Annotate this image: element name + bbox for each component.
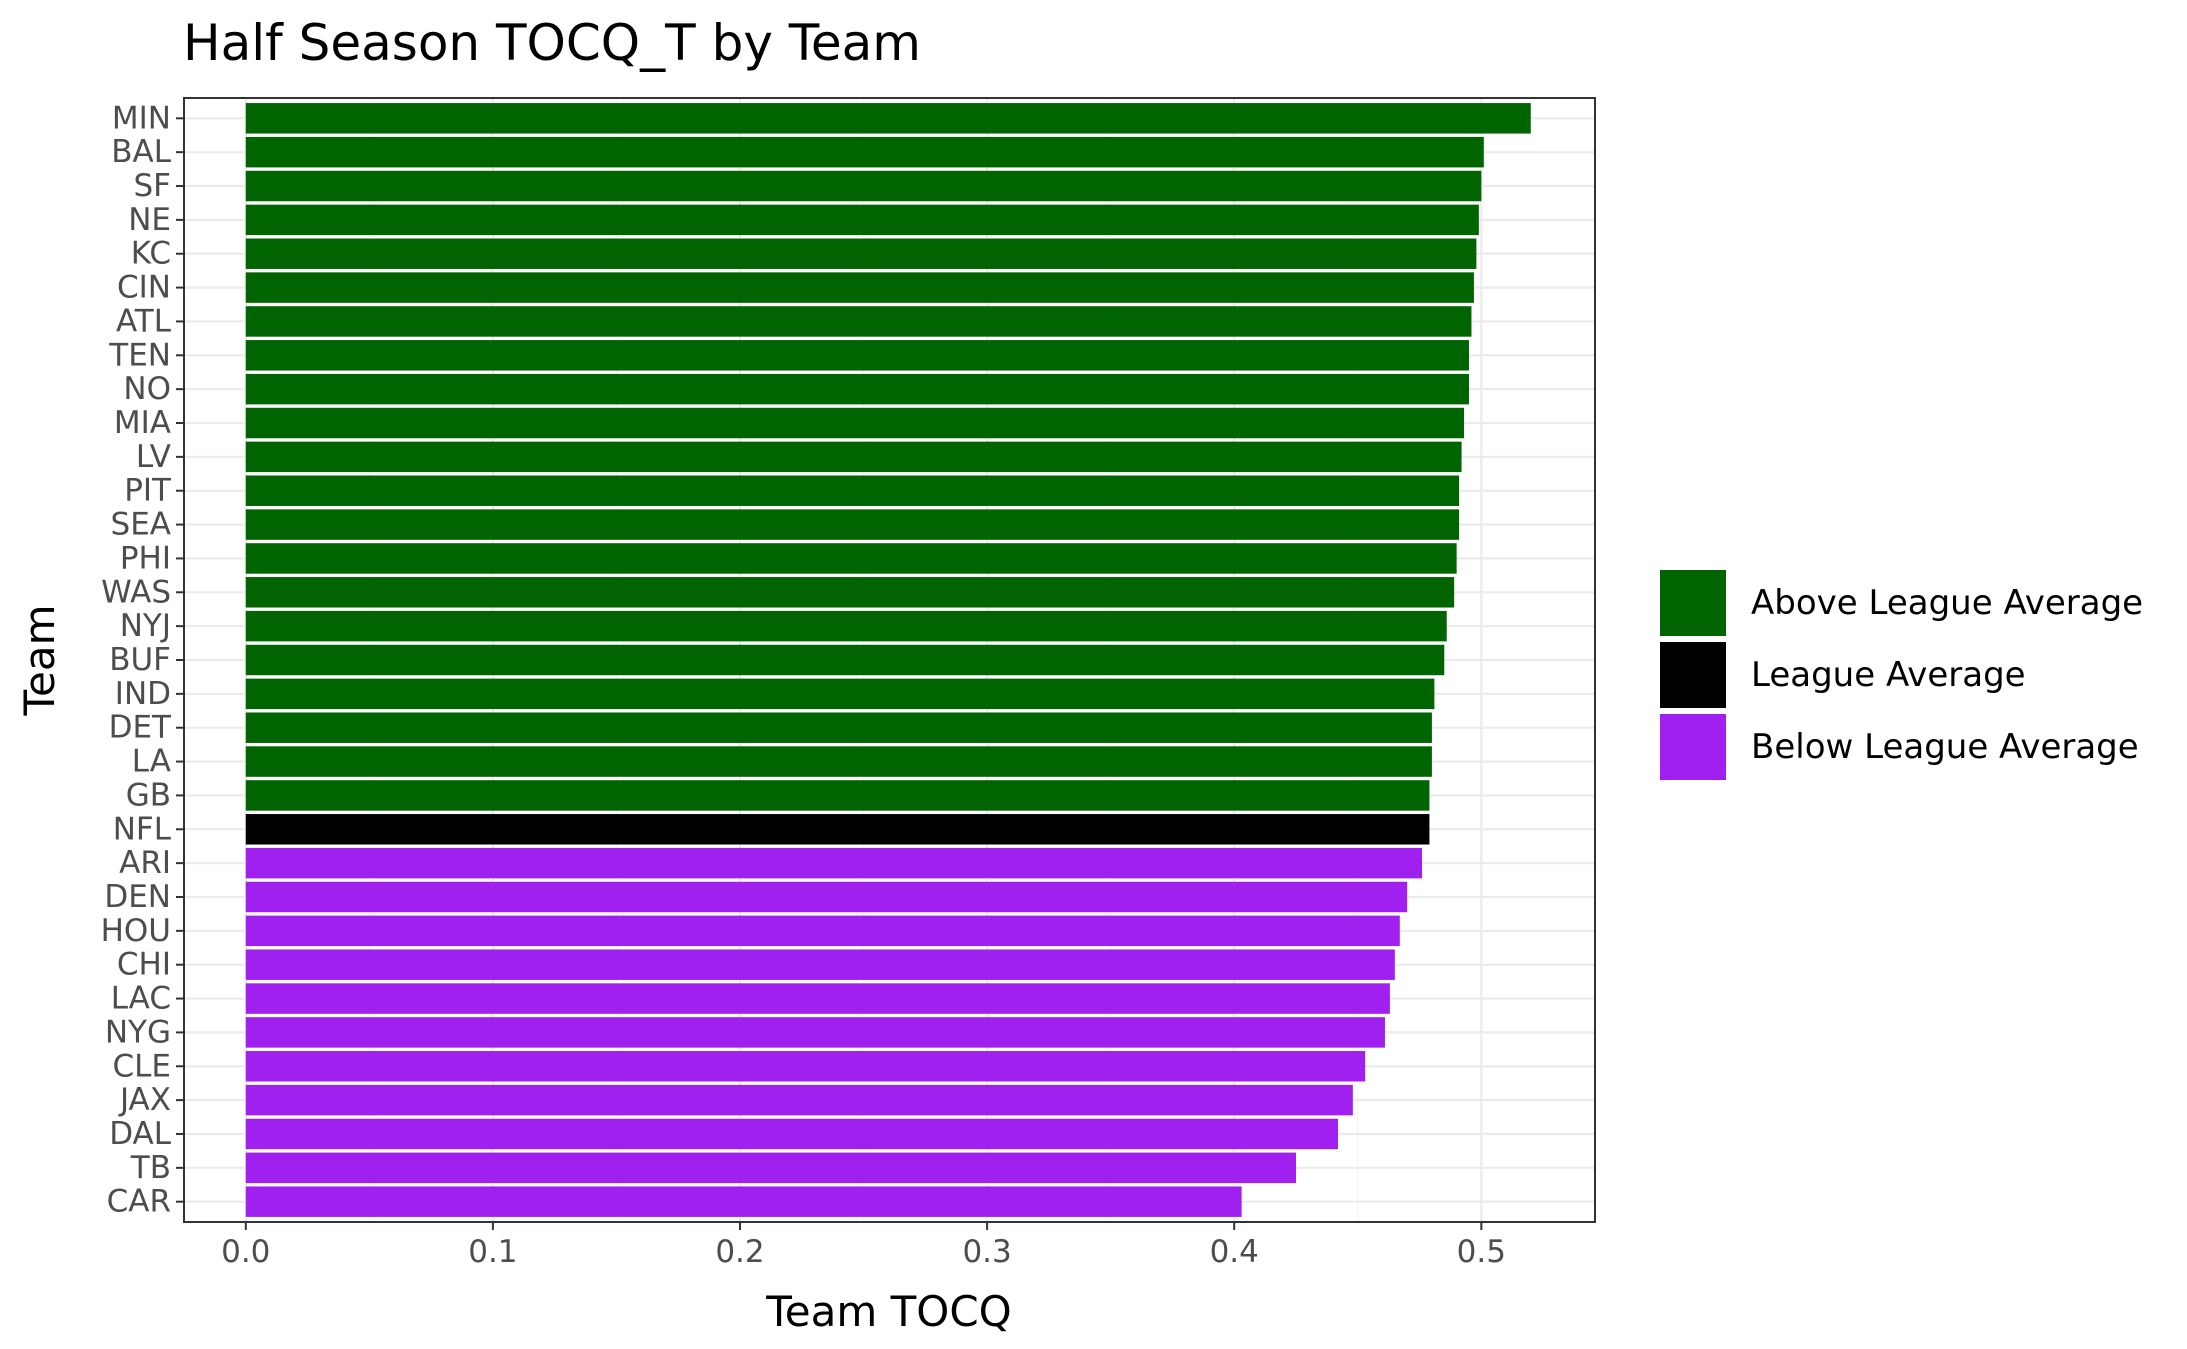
bar-buf: [245, 644, 1445, 676]
x-axis-title: Team TOCQ: [765, 1287, 1011, 1336]
y-tick-label: JAX: [118, 1082, 171, 1118]
y-tick-label: NFL: [113, 811, 172, 847]
bar-was: [245, 577, 1455, 608]
bar-phi: [245, 543, 1457, 574]
legend-label: League Average: [1751, 655, 2026, 695]
y-axis: MINBALSFNEKCCINATLTENNOMIALVPITSEAPHIWAS…: [101, 100, 184, 1220]
legend-key: [1660, 714, 1726, 780]
y-tick-label: ATL: [116, 303, 172, 339]
y-tick-label: SF: [133, 168, 171, 204]
y-tick-label: CLE: [112, 1048, 171, 1084]
y-tick-label: NYG: [105, 1014, 171, 1050]
x-tick-label: 0.5: [1457, 1234, 1506, 1270]
y-tick-label: HOU: [101, 913, 171, 949]
bar-jax: [245, 1084, 1353, 1116]
bar-tb: [245, 1152, 1296, 1184]
bar-nyj: [245, 610, 1447, 642]
x-axis: 0.0 0.1 0.2 0.3 0.4 0.5: [221, 1222, 1506, 1270]
plot-panel: [183, 97, 1596, 1223]
bar-nyg: [245, 1017, 1385, 1048]
x-tick-label: 0.3: [962, 1234, 1011, 1270]
bar-lv: [245, 441, 1462, 473]
bars: [245, 103, 1531, 1217]
legend-key: [1660, 642, 1726, 708]
legend-key: [1660, 570, 1726, 636]
legend-item: League Average: [1660, 642, 2026, 708]
x-tick-label: 0.1: [468, 1234, 517, 1270]
bar-la: [245, 746, 1432, 777]
bar-car: [245, 1186, 1242, 1217]
bar-hou: [245, 915, 1400, 947]
y-tick-label: CHI: [117, 947, 171, 983]
y-tick-label: NO: [123, 371, 171, 407]
bar-pit: [245, 475, 1460, 506]
y-tick-label: DAL: [109, 1116, 172, 1152]
y-tick-label: GB: [126, 777, 171, 813]
legend-item: Above League Average: [1660, 570, 2143, 636]
y-tick-label: IND: [115, 676, 171, 712]
x-tick-label: 0.4: [1210, 1234, 1259, 1270]
bar-nfl: [245, 814, 1430, 845]
bar-den: [245, 881, 1408, 913]
bar-det: [245, 712, 1432, 743]
y-tick-label: MIA: [114, 405, 171, 441]
y-tick-label: DET: [109, 710, 172, 746]
bar-gb: [245, 780, 1430, 811]
chart-title: Half Season TOCQ_T by Team: [183, 14, 921, 72]
y-tick-label: DEN: [104, 879, 171, 915]
bar-cin: [245, 272, 1474, 303]
y-tick-label: ARI: [119, 845, 171, 881]
bar-lac: [245, 983, 1390, 1014]
y-tick-label: TEN: [108, 337, 171, 373]
legend-item: Below League Average: [1660, 714, 2139, 780]
y-tick-label: PIT: [124, 473, 172, 509]
bar-kc: [245, 238, 1477, 269]
legend-label: Below League Average: [1751, 727, 2139, 767]
bar-min: [245, 103, 1531, 134]
bar-sf: [245, 170, 1482, 202]
bar-ari: [245, 847, 1423, 879]
bar-dal: [245, 1118, 1339, 1150]
bar-sea: [245, 509, 1460, 540]
legend: Above League Average League Average Below …: [1660, 570, 2143, 780]
y-tick-label: WAS: [101, 574, 171, 610]
legend-label: Above League Average: [1751, 583, 2143, 623]
y-tick-label: SEA: [111, 507, 171, 543]
y-tick-label: NE: [128, 202, 171, 238]
y-tick-label: TB: [130, 1150, 171, 1186]
y-tick-label: LA: [132, 744, 171, 780]
y-tick-label: CAR: [107, 1184, 171, 1220]
bar-cle: [245, 1051, 1366, 1082]
bar-chi: [245, 949, 1395, 980]
y-tick-label: KC: [131, 236, 171, 272]
y-tick-label: LAC: [111, 981, 171, 1017]
y-tick-label: CIN: [117, 270, 171, 306]
y-tick-label: LV: [136, 439, 171, 475]
y-axis-title: Team: [15, 604, 64, 716]
y-tick-label: MIN: [112, 100, 171, 136]
y-tick-label: BUF: [109, 642, 171, 678]
bar-bal: [245, 136, 1484, 168]
bar-mia: [245, 407, 1465, 439]
bar-ne: [245, 204, 1479, 236]
x-tick-label: 0.0: [221, 1234, 270, 1270]
bar-ind: [245, 678, 1435, 710]
bar-no: [245, 373, 1469, 405]
y-tick-label: PHI: [120, 540, 171, 576]
y-tick-label: NYJ: [120, 608, 171, 644]
bar-atl: [245, 306, 1472, 337]
x-tick-label: 0.2: [715, 1234, 764, 1270]
bar-ten: [245, 340, 1469, 371]
y-tick-label: BAL: [111, 134, 171, 170]
